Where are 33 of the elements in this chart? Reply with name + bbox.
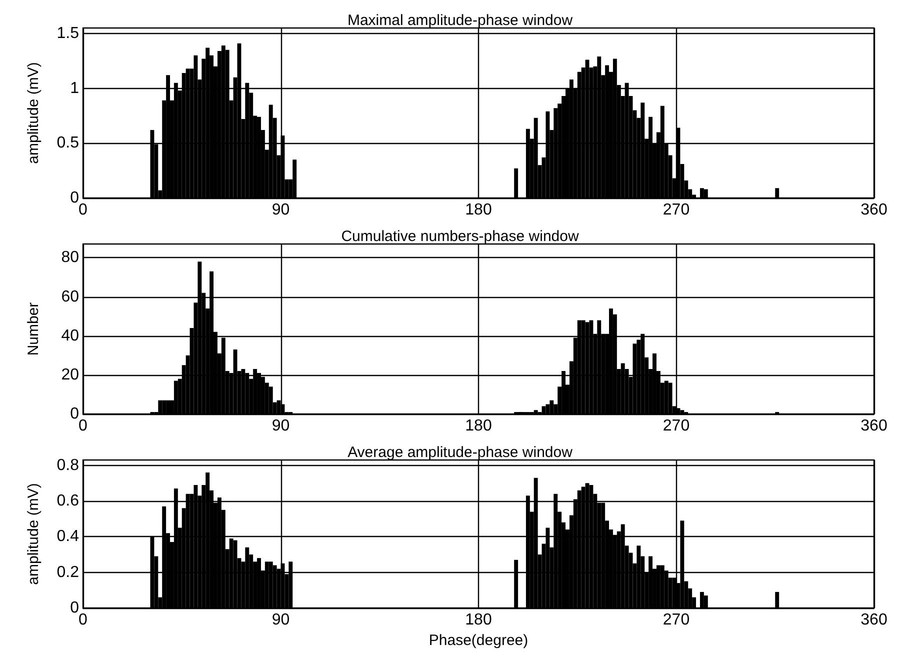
x-tick-label: 90 (272, 612, 290, 628)
y-tick-label: 20 (61, 366, 80, 384)
chart-title: Average amplitude-phase window (348, 444, 573, 461)
y-tick-label: 0.6 (56, 492, 80, 510)
chart-title: Cumulative numbers-phase window (341, 228, 579, 245)
x-tick-label: 360 (860, 202, 888, 218)
y-tick-label: 0.4 (56, 528, 80, 546)
y-tick-label: 40 (61, 327, 80, 344)
y-tick-label: 0 (70, 406, 80, 422)
x-tick-label: 180 (465, 612, 492, 628)
chart-title: Maximal amplitude-phase window (347, 12, 573, 29)
y-axis-title: Number (25, 302, 42, 356)
x-tick-label: 360 (860, 612, 888, 628)
x-tick-label: 360 (860, 418, 888, 434)
x-tick-label: 180 (465, 418, 492, 434)
y-axis-title: amplitude (mV) (25, 62, 42, 164)
y-tick-label: 0.5 (56, 134, 80, 152)
x-tick-label: 270 (662, 202, 690, 218)
y-tick-label: 1 (70, 80, 80, 97)
x-tick-label: 90 (272, 202, 290, 218)
x-tick-label: 270 (662, 612, 690, 628)
y-tick-label: 60 (61, 288, 80, 306)
y-tick-label: 0.2 (56, 564, 80, 581)
y-tick-label: 1.5 (56, 24, 80, 42)
y-tick-label: 80 (61, 249, 80, 266)
x-tick-label: 270 (662, 418, 690, 434)
y-tick-label: 0.8 (56, 456, 80, 474)
x-tick-label: 90 (272, 418, 290, 434)
y-tick-label: 0 (70, 600, 80, 616)
x-tick-label: 180 (465, 202, 492, 218)
y-tick-label: 0 (70, 190, 80, 206)
x-axis-title: Phase(degree) (428, 632, 528, 649)
y-axis-title: amplitude (mV) (25, 483, 42, 585)
